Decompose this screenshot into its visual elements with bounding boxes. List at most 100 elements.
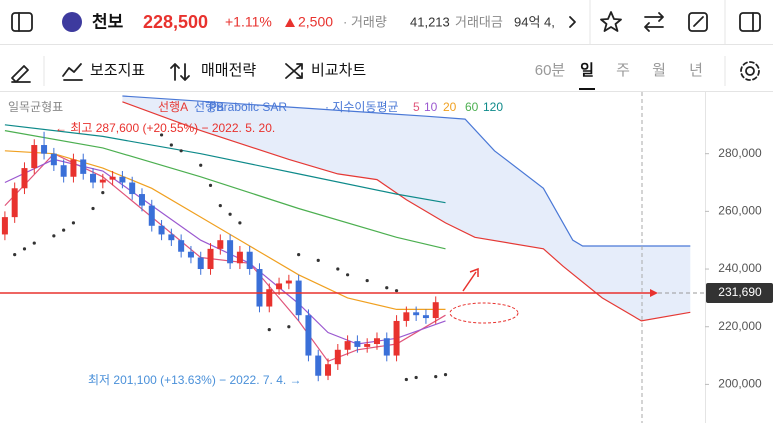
period-tab[interactable]: 일: [580, 62, 594, 79]
sidebar-button[interactable]: [11, 12, 33, 32]
amount-label: 거래대금: [455, 14, 503, 29]
candle-body: [432, 302, 439, 319]
sar-dot: [385, 286, 389, 290]
candle-body: [1, 217, 8, 235]
indicator-icon: [62, 63, 83, 81]
sar-dot: [404, 377, 408, 382]
ema-line: [4, 158, 446, 345]
candle-body: [344, 341, 351, 350]
legend: 일목균형표 Parabolic SAR · 지수이동평균 ← 최고 287,60…: [8, 99, 503, 387]
sar-dot: [22, 247, 27, 251]
candle-body: [236, 251, 243, 264]
amount: 94억 4,: [514, 14, 555, 29]
candle-body: [305, 315, 312, 356]
stock-logo: [62, 12, 82, 32]
sar-dot: [238, 221, 242, 225]
strategy-icon: [170, 63, 190, 81]
sar-dot: [443, 372, 448, 377]
volume: 41,213: [410, 14, 450, 29]
panel-button[interactable]: [739, 12, 761, 32]
candle-body: [129, 182, 136, 195]
legend-item: 60: [465, 100, 479, 114]
candle-body: [41, 145, 48, 154]
sar-dot: [13, 253, 17, 257]
sar-dot: [159, 133, 164, 137]
swap-button[interactable]: [644, 12, 664, 32]
trend-arrow: [462, 267, 479, 292]
candle-body: [393, 320, 400, 356]
sar-dot: [71, 221, 76, 225]
candle-body: [11, 188, 18, 218]
favorite-button[interactable]: [600, 11, 622, 32]
stock-name: 천보: [92, 12, 124, 31]
sar-dot: [316, 258, 320, 262]
current-price-tag: [706, 283, 773, 304]
candle-body: [60, 165, 67, 177]
candle-body: [148, 205, 155, 226]
candle-body: [276, 283, 283, 290]
sar-dot: [336, 267, 340, 271]
candle-body: [266, 289, 273, 307]
sar-dot: [218, 203, 222, 208]
candle-body: [21, 168, 28, 189]
candle-body: [119, 176, 126, 183]
period-tab[interactable]: 60분: [535, 62, 566, 79]
period-tab[interactable]: 년: [689, 62, 703, 79]
sar-dot: [101, 191, 105, 195]
candle-body: [217, 240, 224, 249]
candle-body: [373, 338, 380, 345]
y-tick-label: 260,000: [718, 204, 762, 218]
sar-dot: [414, 375, 418, 380]
y-tick-label: 220,000: [718, 319, 762, 333]
cloud-fill: [122, 96, 691, 321]
candle-body: [109, 176, 116, 180]
highlight-ellipse: [449, 302, 519, 324]
sar-dot: [434, 375, 438, 379]
strategy-button[interactable]: 매매전략: [201, 62, 256, 79]
candle-body: [413, 312, 420, 316]
candle-body: [354, 341, 361, 347]
legend-ema: · 지수이동평균: [325, 100, 399, 114]
ichimoku-line: [122, 101, 691, 322]
legend-item: 10: [424, 100, 438, 114]
candle-body: [285, 280, 292, 284]
sar-dot: [346, 273, 350, 277]
sar-dot: [52, 234, 56, 238]
ichimoku-line: [122, 95, 691, 247]
ema-line: [4, 124, 446, 204]
sar-dot: [169, 143, 173, 147]
settings-button[interactable]: [740, 61, 760, 81]
candle-body: [90, 173, 97, 183]
candle-body: [295, 280, 302, 316]
candle-body: [99, 179, 106, 183]
sar-dot: [32, 241, 36, 245]
sar-dot: [287, 325, 291, 329]
sar-dot: [62, 228, 66, 232]
candle-body: [315, 355, 322, 376]
sar-dot: [394, 289, 399, 293]
more-button[interactable]: [569, 16, 576, 28]
sar-dot: [365, 278, 369, 283]
legend-sar: Parabolic SAR: [209, 100, 287, 114]
sar-dot: [179, 149, 183, 153]
sar-dot: [267, 327, 271, 332]
candle-body: [227, 240, 234, 264]
candle-body: [422, 315, 429, 319]
high-annotation: ← 최고 287,600 (+20.55%) − 2022. 5. 20.: [55, 121, 275, 135]
period-tab[interactable]: 월: [652, 62, 666, 79]
chart: [0, 95, 705, 382]
period-tab[interactable]: 주: [616, 62, 630, 79]
edit-button[interactable]: [688, 12, 708, 32]
candle-body: [403, 312, 410, 321]
candle-body: [138, 194, 145, 206]
draw-button[interactable]: [11, 65, 31, 83]
compare-button[interactable]: 비교차트: [311, 62, 366, 79]
current-price-label: 231,690: [718, 285, 762, 299]
candle-body: [207, 248, 214, 270]
indicators-button[interactable]: 보조지표: [90, 62, 145, 79]
change-pct: +1.11%: [225, 14, 272, 30]
sar-dot: [297, 253, 301, 257]
sar-dot: [199, 163, 203, 167]
price: 228,500: [143, 12, 208, 32]
